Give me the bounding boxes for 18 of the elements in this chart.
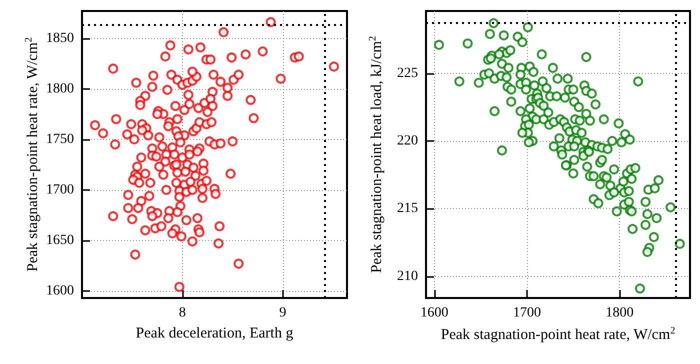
x-tick-label: 1700 [512,306,541,320]
y-tick-label: 220 [397,133,418,148]
x-tick-label: 8 [178,306,186,320]
y-tick-label: 215 [397,201,418,216]
x-axis-title: Peak deceleration, Earth g [136,326,294,342]
y-tick-label: 1650 [46,232,74,248]
y-tick-label: 1750 [46,132,74,147]
y-tick-label: 1850 [46,30,74,46]
y-axis-title: Peak stagnation-point heat load, kJ/cm2 [368,36,385,274]
y-tick-label: 1700 [46,182,74,198]
x-tick-label: 1600 [420,306,448,320]
y-tick-label: 225 [397,66,418,81]
x-tick-label: 9 [279,306,286,320]
x-tick-label: 1800 [606,306,634,320]
y-tick-label: 1600 [46,283,74,298]
y-axis-title: Peak stagnation-point heat rate, W/cm2 [24,37,41,272]
y-tick-label: 1800 [46,81,74,96]
y-tick-label: 210 [397,268,418,284]
